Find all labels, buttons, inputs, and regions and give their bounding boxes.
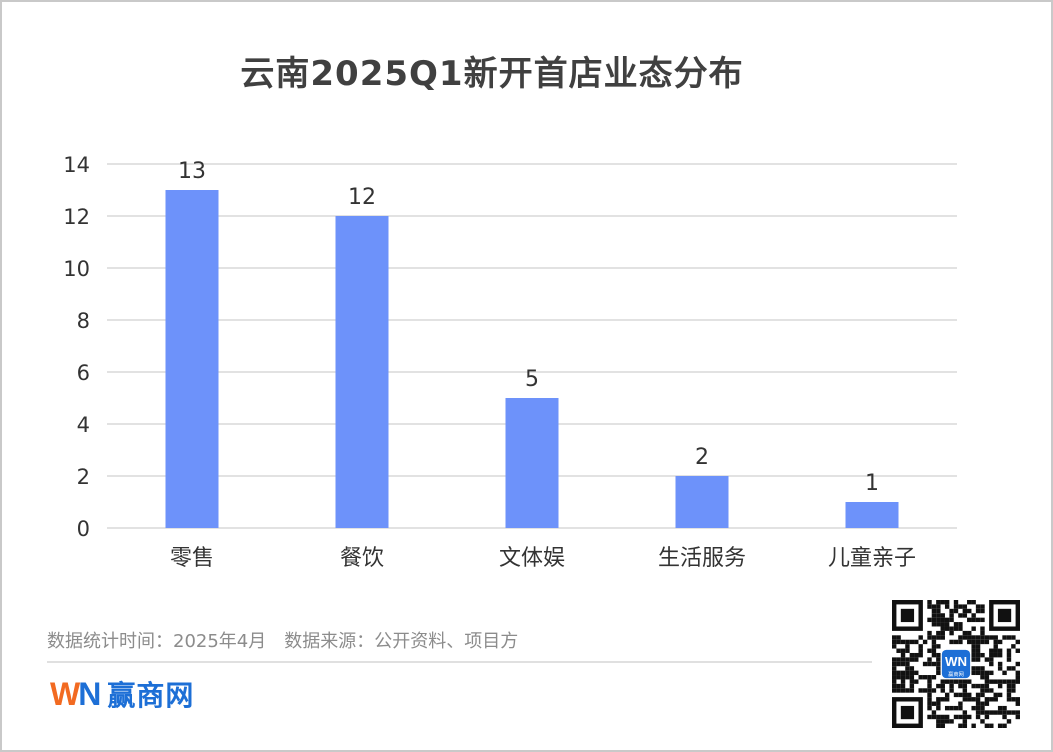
x-category-label: 生活服务 xyxy=(658,546,746,571)
y-tick-label: 12 xyxy=(63,205,90,229)
bar-chart: 0 2 4 6 8 10 12 14 13 零售 12 餐饮 5 文体娱 2 生活服务 1 儿童亲子 xyxy=(63,153,957,571)
y-tick-label: 6 xyxy=(77,361,90,385)
data-source-footnote: 数据统计时间：2025年4月 数据来源：公开资料、项目方 xyxy=(47,631,519,652)
data-label: 13 xyxy=(178,159,206,184)
data-label: 12 xyxy=(348,185,376,210)
bar xyxy=(845,502,899,528)
y-tick-label: 14 xyxy=(63,153,90,177)
bar xyxy=(165,190,219,528)
brand-name: 赢商网 xyxy=(107,679,195,712)
x-category-label: 文体娱 xyxy=(499,546,565,571)
bar xyxy=(675,476,729,528)
footer-divider xyxy=(47,661,872,663)
data-label: 5 xyxy=(525,367,539,392)
bar xyxy=(505,398,559,528)
bar xyxy=(335,216,389,528)
x-category-label: 零售 xyxy=(170,546,214,571)
data-label: 1 xyxy=(865,471,879,496)
x-category-label: 餐饮 xyxy=(340,546,384,571)
y-tick-label: 4 xyxy=(77,413,90,437)
y-tick-label: 2 xyxy=(77,465,90,489)
y-tick-label: 8 xyxy=(77,309,90,333)
chart-title: 云南2025Q1新开首店业态分布 xyxy=(240,54,744,94)
svg-text:WN: WN xyxy=(945,654,967,669)
data-label: 2 xyxy=(695,445,709,470)
y-tick-label: 10 xyxy=(63,257,90,281)
x-category-label: 儿童亲子 xyxy=(828,546,916,571)
y-tick-label: 0 xyxy=(77,517,90,541)
svg-text:赢商网: 赢商网 xyxy=(948,670,964,678)
